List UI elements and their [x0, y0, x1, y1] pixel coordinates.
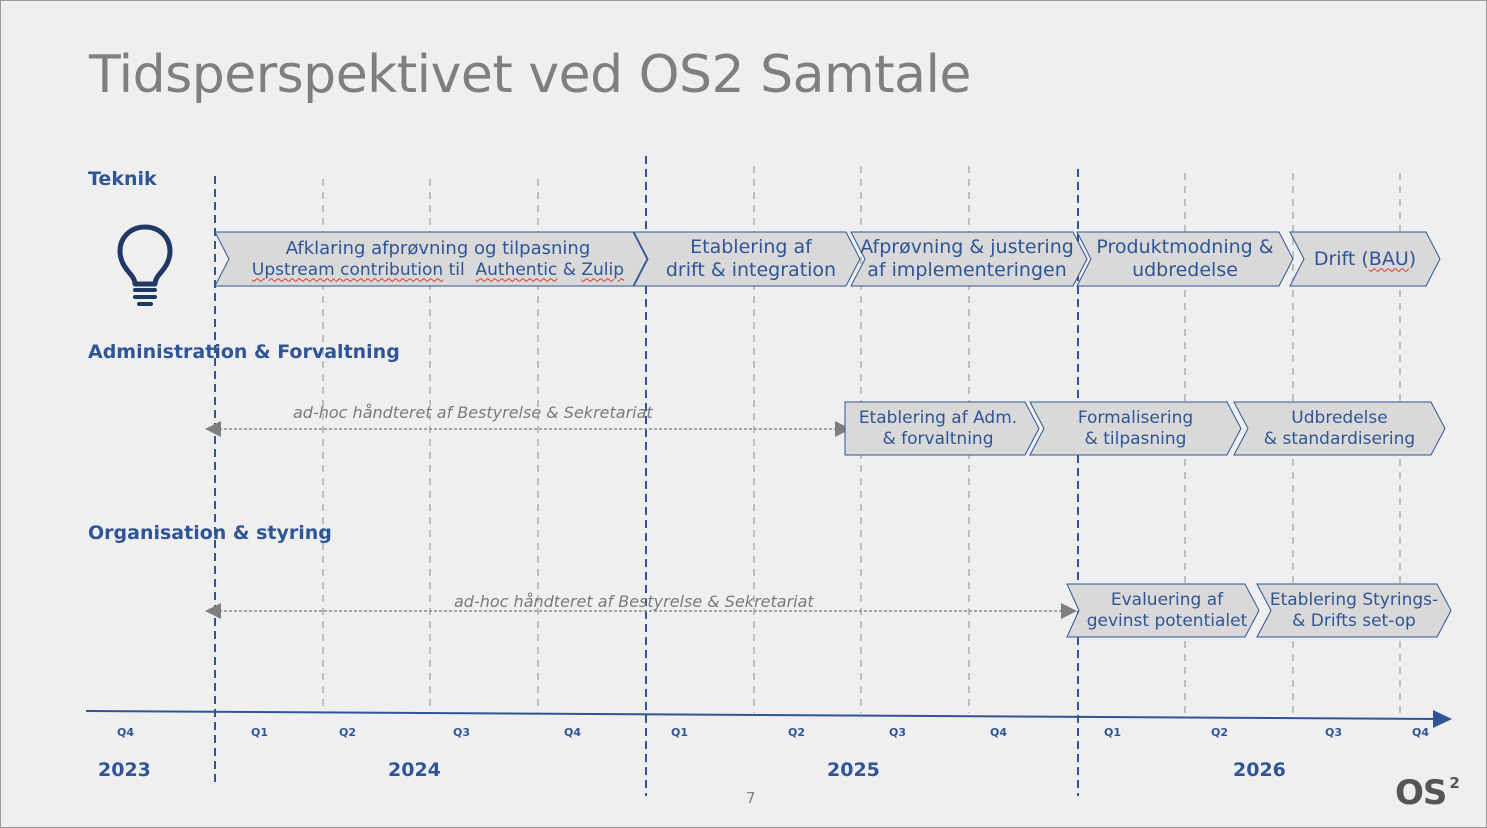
admin-arrowhead-left: [205, 421, 221, 437]
teknik-phase-1-contribution: contribution: [334, 259, 444, 280]
section-administration: Administration & Forvaltning: [88, 341, 400, 363]
teknik-phase-1-zulip: Zulip: [581, 259, 625, 280]
admin-arrowhead-right: [835, 421, 851, 437]
section-teknik: Teknik: [88, 168, 157, 190]
org-phase-1-line2: gevinst potentialet: [1086, 610, 1248, 631]
admin-phase-3-line2: & standardisering: [1263, 428, 1416, 449]
timeline-arrowhead: [1433, 710, 1452, 728]
org-phase-1: Evaluering af gevinst potentialet: [1066, 583, 1260, 638]
quarter-label: Q3: [453, 726, 471, 739]
quarter-label: Q2: [788, 726, 806, 739]
teknik-phase-4-line1: Produktmodning &: [1096, 236, 1274, 259]
teknik-phase-2: Etablering af drift & integration: [633, 231, 861, 287]
quarter-label: Q3: [889, 726, 907, 739]
quarter-label: Q1: [251, 726, 269, 739]
teknik-phase-5-bau: BAU: [1368, 247, 1409, 270]
teknik-phase-4-line2: udbredelse: [1132, 259, 1238, 281]
admin-phase-2-line2: & tilpasning: [1084, 428, 1187, 449]
teknik-phase-1-line1: Afklaring afprøvning og tilpasning: [285, 238, 591, 259]
admin-phase-2-line1: Formalisering: [1077, 408, 1194, 429]
page-number: 7: [746, 789, 756, 807]
section-organisation: Organisation & styring: [88, 522, 332, 544]
quarter-label: Q2: [1211, 726, 1229, 739]
teknik-phase-1-line2: Upstream contribution til Authentic & Zu…: [252, 260, 624, 280]
admin-phase-2: Formalisering & tilpasning: [1029, 401, 1242, 456]
quarter-label: Q3: [1325, 726, 1343, 739]
timeline-axis: [85, 710, 1437, 720]
os2-logo-superscript: 2: [1449, 773, 1459, 792]
admin-phase-1-line1: Etablering af Adm.: [858, 408, 1018, 429]
admin-phase-3-line1: Udbredelse: [1291, 408, 1388, 429]
quarter-label: Q4: [564, 726, 582, 739]
quarter-label: Q1: [1104, 726, 1122, 739]
os2-logo: OS 2: [1395, 773, 1460, 813]
org-phase-2: Etablering Styrings- & Drifts set-op: [1256, 583, 1452, 638]
teknik-phase-2-line2: drift & integration: [665, 259, 837, 281]
quarter-label: Q4: [1412, 726, 1430, 739]
teknik-phase-1-amp: &: [557, 259, 582, 280]
teknik-phase-3: Afprøvning & justering af implementering…: [850, 231, 1088, 287]
teknik-phase-1-upstream: Upstream: [251, 259, 335, 280]
teknik-phase-3-line1: Afprøvning & justering: [860, 236, 1074, 259]
teknik-phase-2-line1: Etablering af: [690, 236, 812, 259]
teknik-phase-5-c: ): [1408, 247, 1417, 270]
teknik-phase-5-a: Drift (: [1313, 247, 1369, 270]
admin-adhoc-note: ad-hoc håndteret af Bestyrelse & Sekreta…: [293, 403, 653, 422]
year-label-2026: 2026: [1233, 759, 1286, 781]
quarter-label: Q1: [671, 726, 689, 739]
org-phase-2-line2: & Drifts set-op: [1292, 610, 1416, 631]
org-adhoc-note: ad-hoc håndteret af Bestyrelse & Sekreta…: [454, 592, 814, 611]
admin-phase-1-line2: & forvaltning: [882, 428, 994, 449]
year-label-2025: 2025: [827, 759, 880, 781]
admin-phase-1: Etablering af Adm. & forvaltning: [844, 401, 1040, 456]
year-label-2023: 2023: [98, 759, 151, 781]
teknik-phase-5-label: Drift (BAU): [1314, 248, 1416, 271]
teknik-phase-1-authentic: Authentic: [475, 259, 558, 280]
slide-title: Tidsperspektivet ved OS2 Samtale: [89, 45, 971, 105]
quarter-label: Q4: [117, 726, 135, 739]
lightbulb-icon: [117, 224, 173, 306]
year-label-2024: 2024: [388, 759, 441, 781]
quarter-label: Q4: [990, 726, 1008, 739]
quarter-label: Q2: [339, 726, 357, 739]
org-phase-2-line1: Etablering Styrings-: [1269, 590, 1439, 611]
org-arrowhead-left: [205, 603, 221, 619]
os2-logo-text: OS: [1395, 773, 1447, 813]
teknik-phase-5: Drift (BAU): [1289, 231, 1441, 287]
admin-phase-3: Udbredelse & standardisering: [1233, 401, 1446, 456]
teknik-phase-1: Afklaring afprøvning og tilpasning Upstr…: [214, 231, 648, 287]
teknik-phase-3-line2: af implementeringen: [867, 259, 1067, 281]
teknik-phase-1-til: til: [443, 259, 476, 280]
teknik-phase-4: Produktmodning & udbredelse: [1076, 231, 1294, 287]
org-phase-1-line1: Evaluering af: [1110, 590, 1224, 611]
org-arrowhead-right: [1061, 603, 1077, 619]
